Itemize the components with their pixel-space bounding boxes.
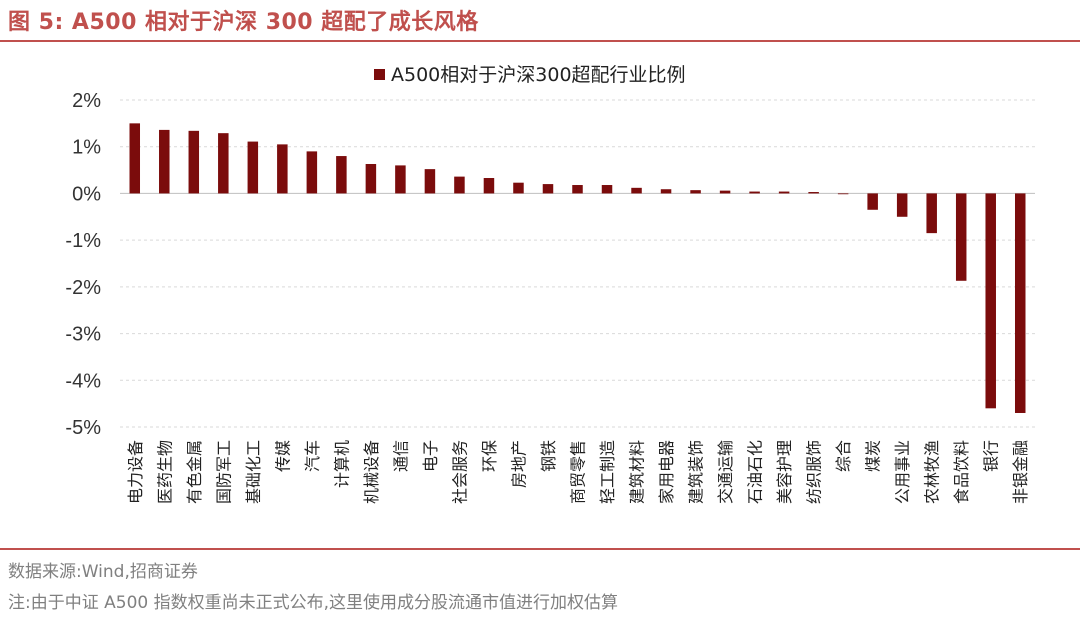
x-tick-label: 电子	[421, 440, 440, 472]
y-tick-label: -2%	[65, 277, 101, 299]
y-tick-label: -4%	[65, 370, 101, 392]
figure-title: 图 5: A500 相对于沪深 300 超配了成长风格	[8, 10, 479, 35]
bar	[542, 184, 554, 194]
bar	[985, 193, 996, 409]
x-tick-label: 机械设备	[362, 440, 381, 504]
x-tick-label: 建筑材料	[628, 440, 647, 504]
bar	[395, 165, 406, 194]
x-tick-label: 美容护理	[775, 440, 794, 504]
legend-swatch	[374, 69, 385, 80]
bars	[129, 123, 1026, 413]
legend-label: A500相对于沪深300超配行业比例	[391, 64, 686, 86]
y-tick-label: 1%	[72, 137, 101, 159]
x-tick-label: 社会服务	[450, 440, 469, 504]
x-tick-label: 通信	[391, 440, 410, 472]
x-tick-label: 计算机	[332, 440, 351, 488]
x-axis: 电力设备 医药生物 有色金属 国防军工 基础化工 传媒 汽车 计算机 机械设备 通信 电子 社会服务环…	[126, 440, 1030, 504]
bar	[955, 193, 967, 281]
bar	[365, 163, 377, 194]
bar	[631, 187, 642, 194]
bar	[513, 182, 524, 194]
x-tick-label: 钢铁	[539, 440, 558, 472]
footer-rule	[0, 548, 1080, 550]
bar	[306, 151, 318, 194]
bar	[277, 144, 288, 194]
x-tick-label: 农林牧渔	[923, 440, 942, 504]
bar	[601, 185, 613, 194]
bar	[837, 193, 849, 195]
x-tick-label: 家用电器	[657, 440, 676, 504]
bar	[778, 191, 790, 194]
x-tick-label: 汽车	[303, 440, 322, 472]
x-tick-label: 交通运输	[716, 440, 735, 504]
bar	[336, 156, 347, 194]
y-tick-label: -1%	[65, 230, 101, 252]
bar	[808, 192, 819, 194]
bar	[749, 191, 760, 194]
footnote: 注:由于中证 A500 指数权重尚未正式公布,这里使用成分股流通市值进行加权估算	[8, 593, 619, 613]
bar	[424, 169, 436, 194]
x-tick-label: 国防军工	[214, 440, 233, 504]
x-tick-label: 传媒	[273, 440, 292, 472]
bar	[896, 193, 908, 217]
y-tick-label: -5%	[65, 417, 101, 439]
y-axis: 2% 1% 0% -1% -2% -3% -4% -5%	[65, 90, 101, 439]
x-tick-label: 电力设备	[126, 440, 145, 504]
gridlines	[120, 99, 1035, 428]
source-note: 数据来源:Wind,招商证券	[8, 562, 198, 582]
bar	[483, 178, 495, 194]
bar	[129, 123, 141, 194]
x-tick-label: 环保	[480, 440, 499, 472]
x-tick-label: 石油石化	[746, 440, 765, 504]
bar	[867, 193, 878, 210]
bar	[926, 193, 937, 234]
y-tick-label: -3%	[65, 324, 101, 346]
bar-chart: 2% 1% 0% -1% -2% -3% -4% -5% 电力设备 医药生物 有色金属 国防军工 基础…	[65, 64, 1035, 504]
bar	[572, 185, 583, 194]
bar	[188, 130, 200, 194]
x-tick-label: 轻工制造	[598, 440, 617, 504]
x-tick-label: 食品饮料	[952, 440, 971, 504]
bar	[660, 189, 672, 194]
bar	[218, 133, 229, 194]
bar	[454, 176, 465, 194]
x-tick-label: 银行	[982, 440, 1001, 472]
x-tick-label: 综合	[834, 440, 853, 472]
x-tick-label: 煤炭	[864, 440, 883, 472]
x-tick-label: 商贸零售	[569, 440, 588, 504]
bar	[1014, 193, 1026, 413]
x-tick-label: 纺织服饰	[805, 440, 824, 504]
bar	[719, 190, 731, 194]
x-tick-label: 房地产	[509, 440, 528, 488]
x-tick-label: 基础化工	[244, 440, 263, 504]
y-tick-label: 2%	[72, 90, 101, 112]
legend: A500相对于沪深300超配行业比例	[374, 64, 686, 86]
x-tick-label: 医药生物	[155, 440, 174, 504]
y-tick-label: 0%	[72, 183, 101, 205]
x-tick-label: 公用事业	[893, 440, 912, 504]
x-tick-label: 有色金属	[185, 440, 204, 504]
x-tick-label: 非银金融	[1011, 440, 1030, 504]
bar	[159, 129, 170, 194]
title-rule	[0, 40, 1080, 42]
x-tick-label: 建筑装饰	[687, 440, 706, 504]
bar	[247, 141, 259, 194]
bar	[690, 190, 701, 194]
